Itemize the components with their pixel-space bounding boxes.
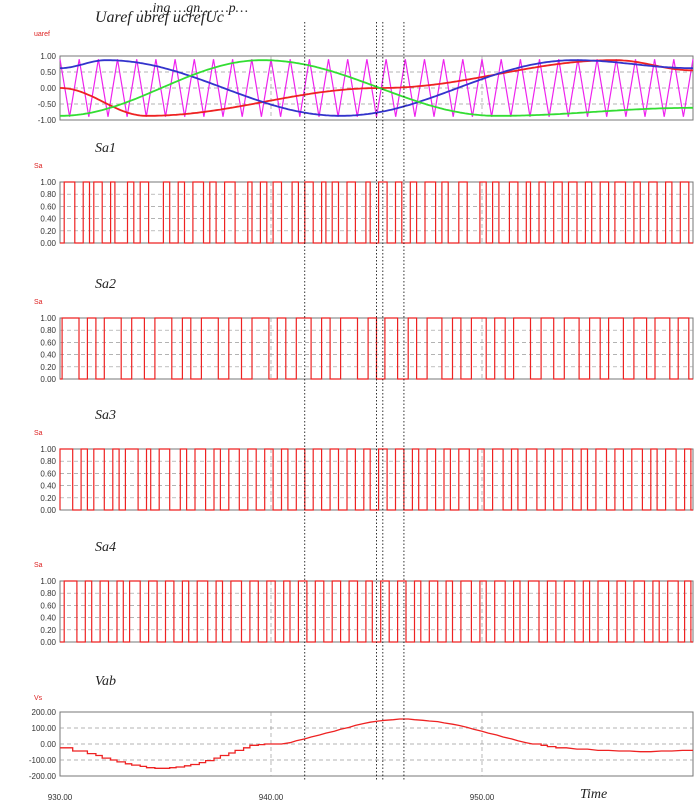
panel-unit-label: Sa: [34, 299, 43, 306]
y-tick-label: 0.00: [40, 638, 56, 647]
panel-frame: [59, 448, 694, 511]
y-tick-label: 1.00: [40, 445, 56, 454]
panel-unit-label: Sa: [34, 562, 43, 569]
y-tick-label: 0.00: [40, 506, 56, 515]
panel-Sa4: Sa4 Sa 1.00 0.80 0.60 0.40 0.20 0.00: [34, 540, 694, 647]
y-tick-label: 0.80: [40, 457, 56, 466]
switch-signal-trace: [60, 181, 693, 244]
y-tick-label: 0.80: [40, 190, 56, 199]
chart-panels: Uaref ubref ucrefUc uaref 1.00 0.50 0.00 -0.5…: [29, 9, 694, 802]
y-tick-label: 0.00: [40, 375, 56, 384]
y-tick-label: 0.60: [40, 601, 56, 610]
panel-unit-label: Vs: [34, 695, 43, 702]
y-tick-label: 0.40: [40, 482, 56, 491]
y-tick-label: 0.00: [40, 740, 56, 749]
panel-unit-label: Sa: [34, 430, 43, 437]
panel-unit-label: Sa: [34, 163, 43, 170]
y-tick-label: 0.20: [40, 227, 56, 236]
panel-references: Uaref ubref ucrefUc uaref 1.00 0.50 0.00 -0.5…: [34, 9, 694, 125]
panel-title: Vab: [95, 674, 116, 689]
panel-title: Sa3: [95, 408, 116, 423]
y-tick-label: 1.00: [40, 577, 56, 586]
panel-title: Sa1: [95, 141, 116, 156]
switch-signal-trace: [60, 317, 693, 380]
y-tick-label: 0.40: [40, 215, 56, 224]
panel-Sa1: Sa1 Sa 1.00 0.80 0.60 0.40 0.20 0.00: [34, 141, 694, 248]
header-caption: …ing …gn… …p…: [140, 1, 248, 16]
y-tick-label: -0.50: [38, 100, 57, 109]
vab-voltage-trace: [60, 718, 693, 769]
panel-Sa3: Sa3 Sa 1.00 0.80 0.60 0.40 0.20 0.00: [34, 408, 694, 515]
y-tick-label: 0.40: [40, 351, 56, 360]
y-tick-label: 0.60: [40, 202, 56, 211]
y-tick-label: 0.00: [40, 84, 56, 93]
y-tick-label: 0.80: [40, 589, 56, 598]
panel-title: Sa4: [95, 540, 116, 555]
y-tick-label: 0.00: [40, 239, 56, 248]
x-axis-label: Time: [580, 787, 607, 802]
y-tick-label: 0.60: [40, 338, 56, 347]
y-tick-label: 0.80: [40, 326, 56, 335]
reference-wave-2: [59, 59, 693, 117]
y-tick-label: 0.20: [40, 626, 56, 635]
panel-Vab: Vab Vs 200.00 100.00 0.00 -100.00 -200.00 930.0…: [29, 674, 694, 802]
panel-title: Sa2: [95, 277, 116, 292]
x-tick-label: 950.00: [470, 793, 495, 802]
x-tick-label: 940.00: [259, 793, 284, 802]
y-tick-label: -200.00: [29, 772, 57, 781]
y-tick-label: 0.50: [40, 68, 56, 77]
y-tick-label: 200.00: [32, 708, 57, 717]
y-tick-label: 0.20: [40, 363, 56, 372]
switch-signal-trace: [59, 448, 693, 511]
panel-unit-label: uaref: [34, 31, 50, 38]
reference-wave-3: [60, 59, 693, 117]
y-tick-label: 1.00: [40, 314, 56, 323]
x-tick-label: 930.00: [48, 793, 73, 802]
panel-Sa2: Sa2 Sa 1.00 0.80 0.60 0.40 0.20 0.00: [34, 277, 694, 384]
y-tick-label: 100.00: [32, 724, 57, 733]
y-tick-label: -1.00: [38, 116, 57, 125]
y-tick-label: 1.00: [40, 178, 56, 187]
time-markers: [304, 22, 405, 780]
y-tick-label: 1.00: [40, 52, 56, 61]
y-tick-label: -100.00: [29, 756, 57, 765]
panel-title: Uaref ubref ucrefUc: [95, 9, 224, 26]
y-tick-label: 0.60: [40, 469, 56, 478]
y-tick-label: 0.20: [40, 494, 56, 503]
y-tick-label: 0.40: [40, 614, 56, 623]
